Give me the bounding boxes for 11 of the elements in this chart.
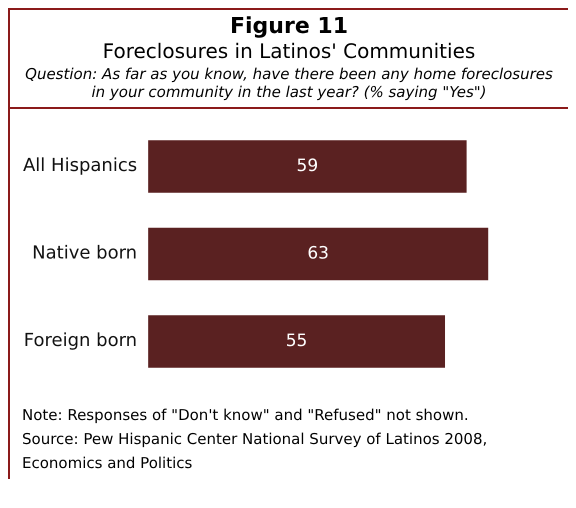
y-tick-label: Native born [32,242,138,264]
source-note: Source: Pew Hispanic Center National Survey of Latinos 2008, Economics and Politics [22,429,488,474]
text: Note: Responses of "Don't know" and "Refused" not shown. [22,405,470,426]
data-label: 55 [286,330,308,351]
data-label: 59 [296,156,318,176]
text: Question: As far as you know, have there been any home foreclosures in your community in the last year? (% saying "Yes") [24,65,554,101]
data-label: 63 [307,243,329,264]
y-tick-label: Foreign born [24,330,138,352]
chart-title: Figure 11 [228,14,350,39]
y-tick-label: All Hispanics [22,155,138,176]
chart-subtitle: Foreclosures in Latinos' Communities [102,39,476,63]
